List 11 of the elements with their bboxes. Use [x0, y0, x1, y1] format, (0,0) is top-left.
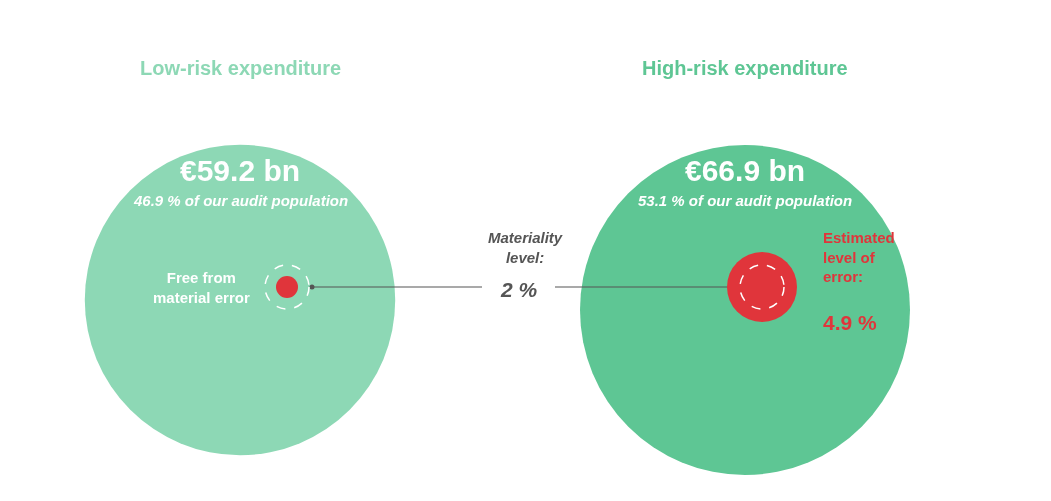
text: 53.1 % of our audit population: [638, 192, 853, 209]
category-label: High-risk expenditure: [642, 57, 848, 79]
text: 46.9 % of our audit population: [133, 192, 349, 209]
category-label: Low-risk expenditure: [140, 57, 342, 79]
text: Materiality level:: [488, 229, 563, 266]
text: 2 %: [500, 278, 538, 301]
text: Free from material error: [153, 269, 250, 306]
text: Estimated level of error:: [823, 229, 895, 285]
text: 4.9 %: [823, 311, 878, 334]
data-label: €59.2 bn: [180, 154, 301, 187]
data-label: €66.9 bn: [685, 154, 806, 187]
